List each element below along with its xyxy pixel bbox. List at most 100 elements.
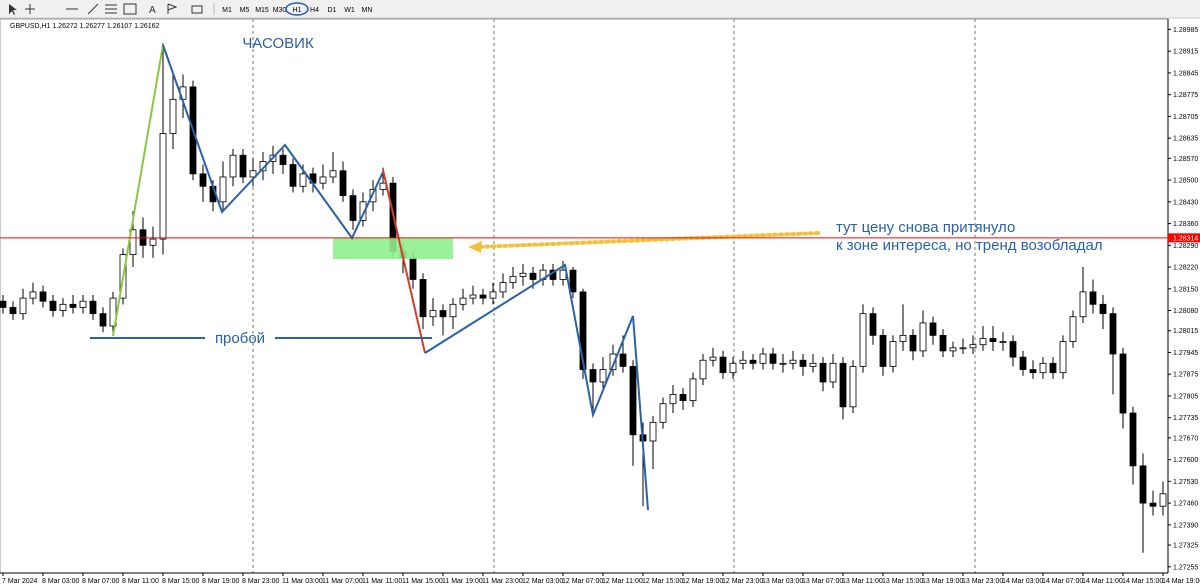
red-leg [382, 169, 426, 354]
y-tick-label: 1.28220 [1173, 265, 1198, 272]
candle-body [39, 291, 47, 302]
channel-tool[interactable] [105, 4, 117, 14]
candle-body [0, 300, 7, 308]
zigzag-1 [162, 44, 384, 240]
timeframe-button[interactable]: W1 [344, 7, 355, 14]
y-tick-label: 1.28430 [1173, 199, 1198, 206]
candle-body [29, 291, 37, 299]
candle-body [159, 133, 167, 240]
axes: 1.28985 1.28915 1.28845 1.28775 1.28705 1.286… [0, 19, 1200, 588]
x-tick-label: 13 Mar 19:00 [922, 578, 963, 585]
candle-body [239, 154, 247, 178]
timeframe-button[interactable]: H1 [293, 7, 302, 14]
candle-body [509, 275, 517, 283]
timeframe-button[interactable]: M30 [273, 7, 287, 14]
y-tick-label: 1.27460 [1173, 501, 1198, 508]
candle-body [1049, 362, 1057, 374]
toolbar [0, 0, 1200, 18]
trendline-tool[interactable] [87, 3, 99, 15]
y-tick-label: 1.28290 [1173, 243, 1198, 250]
candle-body [329, 170, 337, 178]
timeframe-button[interactable]: MN [362, 7, 373, 14]
candle-body [989, 338, 997, 342]
candle-body [1099, 303, 1107, 315]
y-tick-label: 1.27325 [1173, 543, 1198, 550]
x-tick-label: 11 Mar 07:00 [322, 578, 363, 585]
candle-body [19, 297, 27, 315]
timeframe-button[interactable]: M1 [222, 7, 232, 14]
x-tick-label: 14 Mar 03:00 [1002, 578, 1043, 585]
candle-body [889, 341, 897, 367]
y-tick-label: 1.27530 [1173, 479, 1198, 486]
y-tick-label: 1.28015 [1173, 328, 1198, 335]
timeframe-button[interactable]: D1 [328, 7, 337, 14]
candle-body [859, 313, 867, 367]
x-tick-label: 12 Mar 07:00 [562, 578, 603, 585]
candle-body [249, 170, 257, 178]
crosshair-tool[interactable] [25, 4, 35, 14]
x-tick-label: 13 Mar 15:00 [882, 578, 923, 585]
candle-body [319, 176, 327, 184]
x-tick-label: 8 Mar 15:00 [162, 578, 199, 585]
timeframe-button[interactable]: M15 [255, 7, 269, 14]
text-tool[interactable]: A [149, 5, 156, 16]
candle-body [59, 303, 67, 311]
timeframe-button[interactable]: H4 [310, 7, 319, 14]
candle-body [829, 362, 837, 383]
candle-body [1029, 369, 1037, 374]
candle-body [289, 164, 297, 187]
candle-body [979, 338, 987, 346]
candle-body [199, 173, 207, 187]
y-tick-label: 1.27670 [1173, 435, 1198, 442]
candle-body [419, 279, 427, 318]
x-tick-label: 8 Mar 23:00 [242, 578, 279, 585]
candle-body [669, 393, 677, 405]
candle-body [529, 272, 537, 280]
x-tick-label: 11 Mar 15:00 [402, 578, 443, 585]
y-tick-label: 1.28915 [1173, 49, 1198, 56]
price-level-box [1168, 233, 1200, 243]
candle-body [709, 356, 717, 361]
timeframe-button[interactable]: M5 [240, 7, 250, 14]
shape-tool[interactable] [123, 3, 137, 15]
arrow-tool[interactable] [167, 3, 178, 14]
zigzag-2 [424, 263, 649, 511]
candle-body [619, 353, 627, 367]
interest-zone [333, 238, 453, 259]
candle-body [479, 294, 487, 299]
candle-body [839, 362, 847, 408]
candle-body [219, 176, 227, 203]
x-tick-label: 13 Mar 11:00 [842, 578, 883, 585]
y-tick-label: 1.28985 [1173, 27, 1198, 34]
periods-menu[interactable] [191, 5, 203, 14]
candle-body [879, 334, 887, 367]
x-tick-label: 8 Mar 07:00 [82, 578, 119, 585]
candle-body [1079, 291, 1087, 318]
candle-body [279, 154, 287, 165]
candle-body [609, 353, 617, 370]
candle-body [559, 269, 567, 280]
candle-body [819, 362, 827, 383]
candle-body [49, 300, 57, 311]
candle-body [739, 359, 747, 364]
candle-body [909, 334, 917, 352]
candle-body [1139, 465, 1147, 504]
candle-body [439, 310, 447, 318]
y-tick-label: 1.28705 [1173, 114, 1198, 121]
y-tick-label: 1.28570 [1173, 156, 1198, 163]
cursor-tool[interactable] [9, 4, 17, 15]
x-tick-label: 14 Mar 11:00 [1082, 578, 1123, 585]
annotation-title: ЧАСОВИК [242, 35, 314, 52]
x-tick-label: 7 Mar 2024 [2, 578, 38, 585]
x-tick-label: 11 Mar 11:00 [362, 578, 402, 585]
x-tick-label: 14 Mar 15:00 [1122, 578, 1163, 585]
y-tick-label: 1.27255 [1173, 564, 1198, 571]
x-tick-label: 12 Mar 19:00 [682, 578, 723, 585]
candle-body [959, 347, 967, 350]
candle-body [919, 322, 927, 352]
x-tick-label: 8 Mar 11:00 [122, 578, 159, 585]
candle-body [949, 347, 957, 352]
y-tick-label: 1.27600 [1173, 457, 1198, 464]
x-tick-label: 13 Mar 23:00 [962, 578, 1003, 585]
candle-body [459, 297, 467, 305]
